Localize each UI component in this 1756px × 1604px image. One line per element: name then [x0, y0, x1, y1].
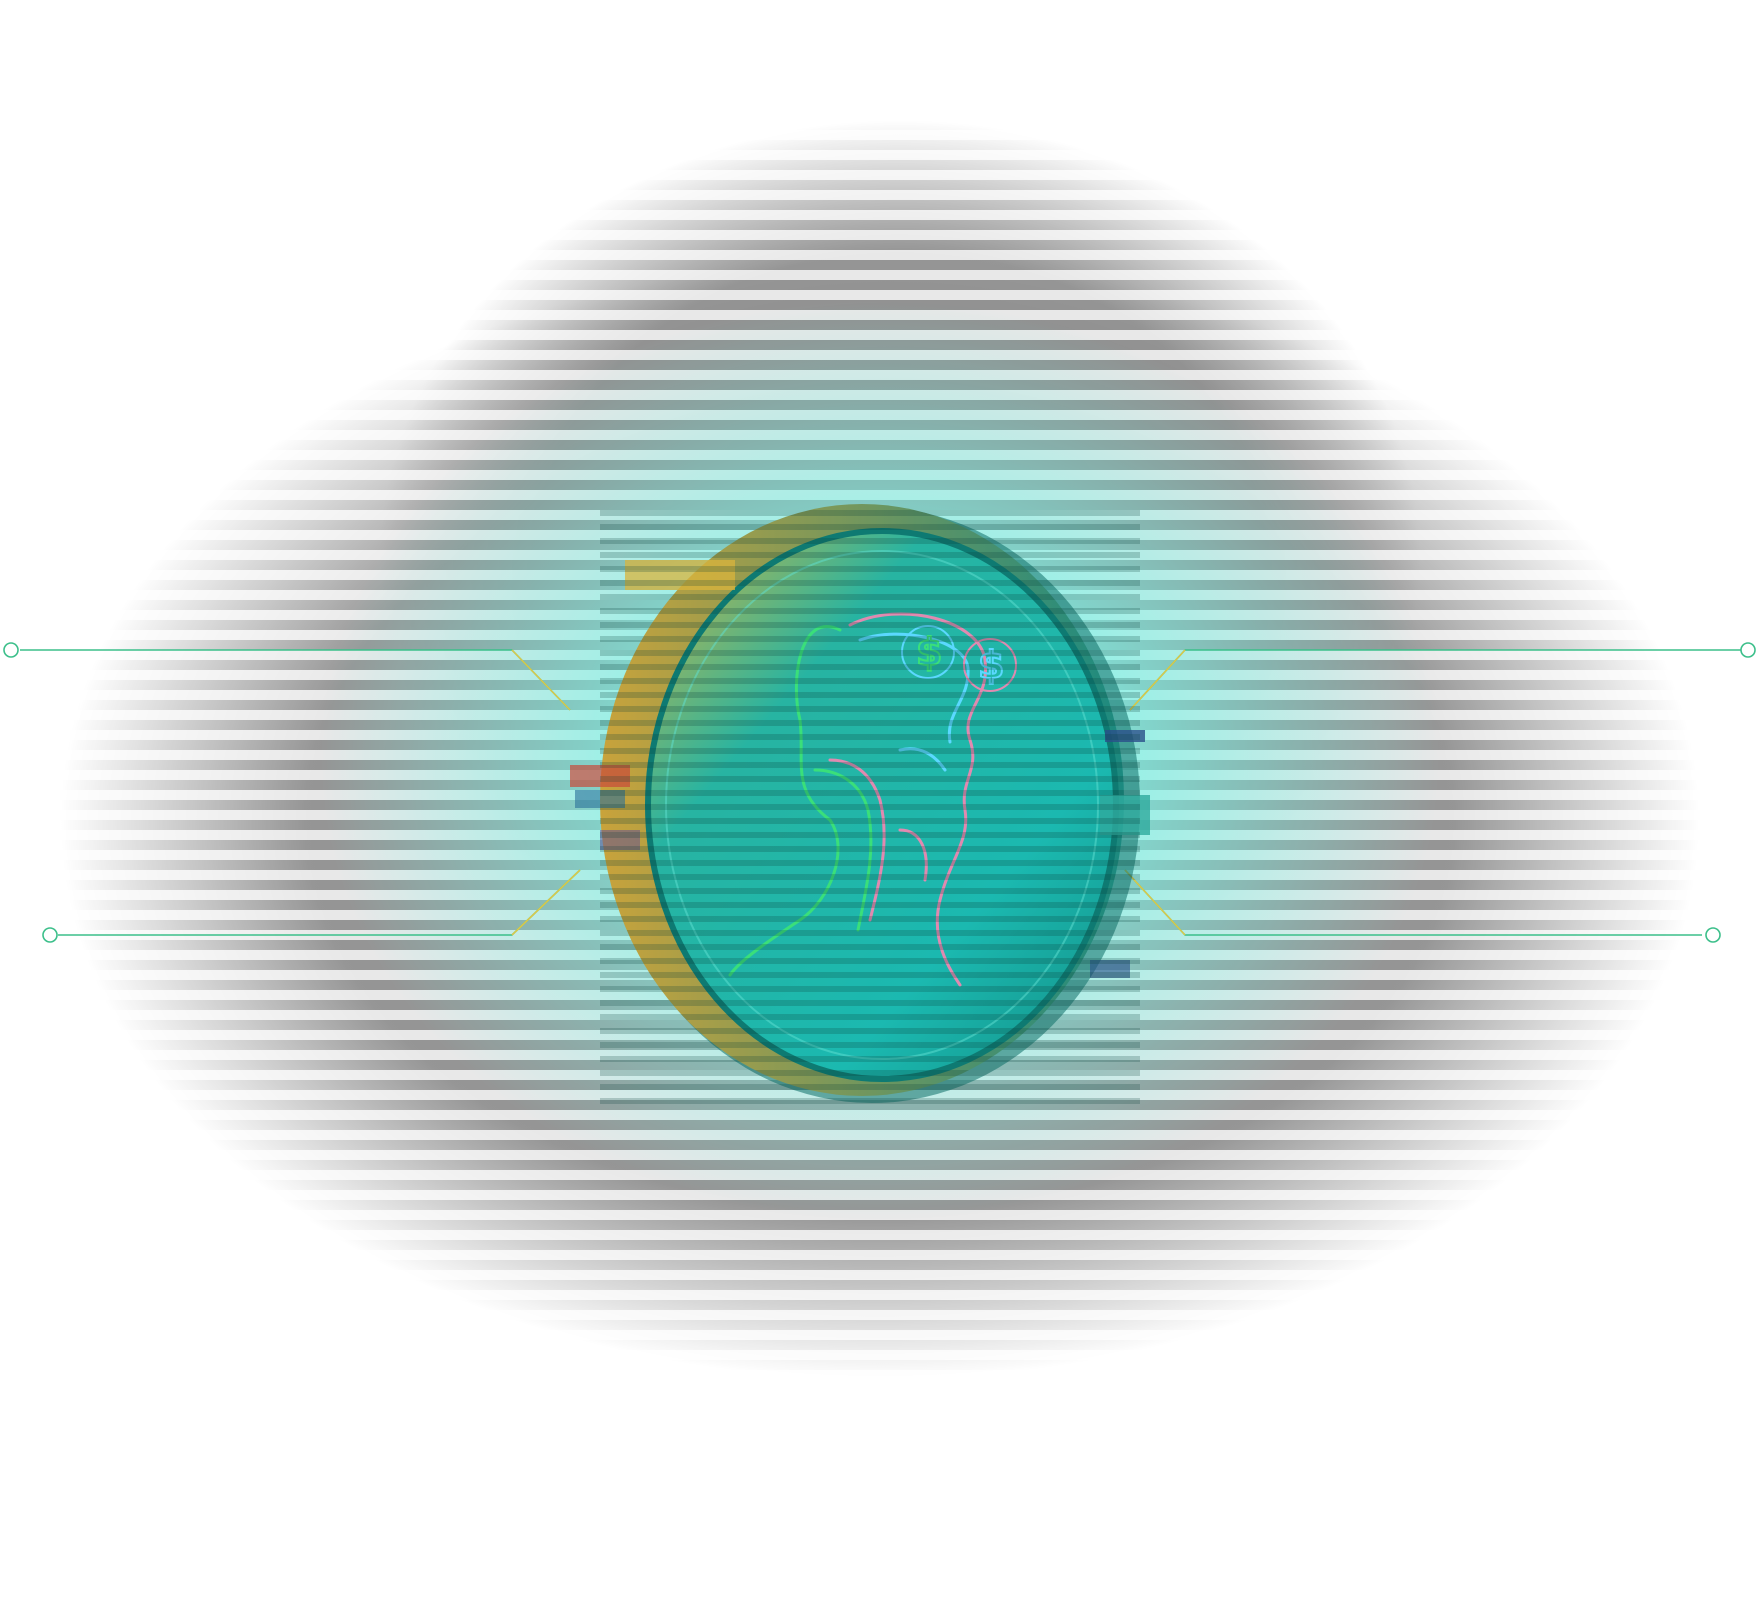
- coin-scanline: [600, 902, 1140, 908]
- scanline: [20, 140, 1720, 150]
- coin-scanline: [600, 832, 1140, 838]
- svg-text:$: $: [978, 643, 1004, 687]
- scanline: [20, 200, 1720, 210]
- coin-scanline: [600, 734, 1140, 740]
- scanline-light: [20, 210, 1720, 220]
- scanline-light: [20, 1230, 1720, 1240]
- coin-scanline: [600, 818, 1140, 824]
- scanline-light: [20, 150, 1720, 160]
- coin-scanline: [600, 692, 1140, 698]
- coin-scanline: [600, 650, 1140, 656]
- scanline: [20, 180, 1720, 190]
- scanline-light: [20, 1410, 1720, 1420]
- coin-scanline: [600, 1000, 1140, 1006]
- scanline-light: [20, 250, 1720, 260]
- coin-scanline: [600, 804, 1140, 810]
- coin-scanline: [600, 860, 1140, 866]
- coin-scanline: [600, 762, 1140, 768]
- scanline-light: [20, 110, 1720, 120]
- coin-scanline: [600, 1098, 1140, 1104]
- coin-scanline: [600, 930, 1140, 936]
- scanline-light: [20, 1310, 1720, 1320]
- scanline-light: [20, 170, 1720, 180]
- coin-scanline: [600, 636, 1140, 642]
- scanline-light: [20, 130, 1720, 140]
- coin-scanline: [600, 944, 1140, 950]
- coin-scanline: [600, 720, 1140, 726]
- coin-scanline: [600, 566, 1140, 572]
- scanline: [20, 1380, 1720, 1390]
- scanline: [20, 1320, 1720, 1330]
- circuit-node-icon: [3, 642, 1756, 943]
- scanline: [20, 240, 1720, 250]
- coin-scanline: [600, 790, 1140, 796]
- scanline: [20, 1260, 1720, 1270]
- coin-scanline: [600, 552, 1140, 558]
- scanline: [20, 100, 1720, 110]
- scanline: [20, 1280, 1720, 1290]
- scanline: [20, 1360, 1720, 1370]
- scanline-light: [20, 270, 1720, 280]
- scanline-light: [20, 1390, 1720, 1400]
- coin-scanline: [600, 706, 1140, 712]
- circuit-lines: [20, 649, 1742, 936]
- coin-scanline: [600, 594, 1140, 600]
- coin-scanline: [600, 608, 1140, 614]
- scanline-light: [20, 1330, 1720, 1340]
- coin-scanline: [600, 986, 1140, 992]
- coin-icon: $ $: [570, 504, 1150, 1104]
- coin-scanline: [600, 538, 1140, 544]
- scanline: [20, 1240, 1720, 1250]
- coin-scanline: [600, 1028, 1140, 1034]
- coin-scanline: [600, 958, 1140, 964]
- scanline: [20, 260, 1720, 270]
- dollar-sign-icon: $ $: [901, 625, 1017, 692]
- face-profile-icon: [728, 612, 988, 987]
- coin-scanline: [600, 1014, 1140, 1020]
- scanline: [20, 1300, 1720, 1310]
- scanline: [20, 1220, 1720, 1230]
- scanline: [20, 160, 1720, 170]
- coin-scanline: [600, 972, 1140, 978]
- coin-scanline: [600, 1070, 1140, 1076]
- scanline-light: [20, 190, 1720, 200]
- coin-scanline: [600, 1042, 1140, 1048]
- coin-scanline: [600, 1056, 1140, 1062]
- scanline: [20, 120, 1720, 130]
- coin-scanline: [600, 888, 1140, 894]
- scanline-light: [20, 1290, 1720, 1300]
- coin-scanline: [600, 916, 1140, 922]
- scanline: [20, 1400, 1720, 1410]
- coin-scanline: [600, 748, 1140, 754]
- scanline-light: [20, 290, 1720, 300]
- scanline-light: [20, 1370, 1720, 1380]
- coin-scanline: [600, 622, 1140, 628]
- scanline: [20, 1340, 1720, 1350]
- coin-scanline: [600, 524, 1140, 530]
- scanline-light: [20, 1250, 1720, 1260]
- coin-scanline: [600, 678, 1140, 684]
- coin-scanline: [600, 664, 1140, 670]
- scanline: [20, 280, 1720, 290]
- coin-scanline: [600, 846, 1140, 852]
- coin-scanline: [600, 510, 1140, 516]
- scanline-light: [20, 1350, 1720, 1360]
- coin-scanline: [600, 776, 1140, 782]
- coin-scanline: [600, 874, 1140, 880]
- scanline: [20, 220, 1720, 230]
- coin-scanline: [600, 1084, 1140, 1090]
- scanline-light: [20, 1270, 1720, 1280]
- coin-scanline: [600, 580, 1140, 586]
- scanline-light: [20, 230, 1720, 240]
- svg-text:$: $: [916, 630, 942, 674]
